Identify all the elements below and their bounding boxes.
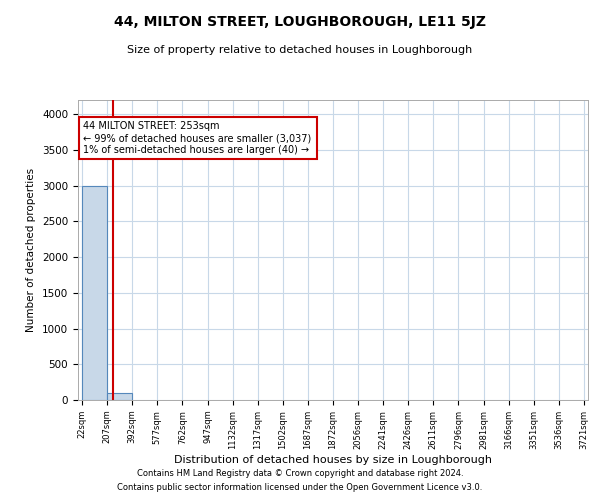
Bar	[82, 186, 107, 400]
X-axis label: Distribution of detached houses by size in Loughborough: Distribution of detached houses by size …	[174, 454, 492, 464]
Text: Contains HM Land Registry data © Crown copyright and database right 2024.: Contains HM Land Registry data © Crown c…	[137, 468, 463, 477]
Text: 44, MILTON STREET, LOUGHBOROUGH, LE11 5JZ: 44, MILTON STREET, LOUGHBOROUGH, LE11 5J…	[114, 15, 486, 29]
Text: 44 MILTON STREET: 253sqm
← 99% of detached houses are smaller (3,037)
1% of semi: 44 MILTON STREET: 253sqm ← 99% of detach…	[83, 122, 311, 154]
Y-axis label: Number of detached properties: Number of detached properties	[26, 168, 37, 332]
Bar	[107, 393, 132, 400]
Text: Size of property relative to detached houses in Loughborough: Size of property relative to detached ho…	[127, 45, 473, 55]
Text: Contains public sector information licensed under the Open Government Licence v3: Contains public sector information licen…	[118, 484, 482, 492]
